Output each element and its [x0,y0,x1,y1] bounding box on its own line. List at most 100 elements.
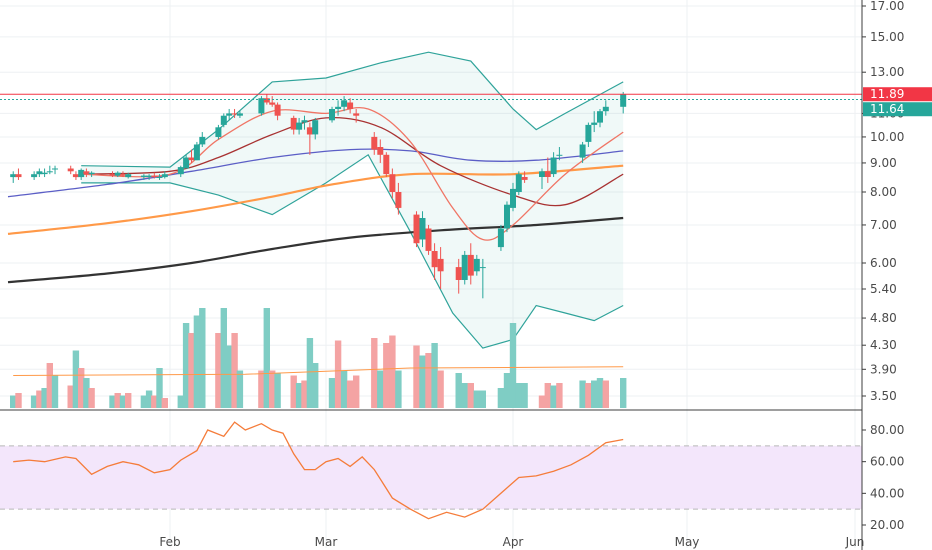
volume-bar [140,395,148,408]
candle-body [425,228,432,251]
candle-body [231,113,238,115]
candle-body [151,175,158,177]
volume-bar [334,340,342,408]
candle-body [389,174,396,192]
price-tag-box [863,102,932,117]
price-tick-label: 3.90 [870,362,897,376]
candle-body [296,122,303,130]
candle-body [431,251,438,268]
volume-bar [263,308,270,408]
candle-body [31,174,38,178]
candle-body [10,174,17,178]
candle-body [52,168,58,170]
price-tick-label: 17.00 [870,0,904,13]
candle-body [177,167,184,175]
candle-body [585,124,592,142]
candle-body [467,254,474,276]
candle-body [419,218,426,240]
candle-body [41,172,48,175]
price-tick-label: 13.00 [870,65,904,79]
volume-bar [431,343,438,408]
volume-bar [596,378,604,408]
candlesticks [10,91,627,299]
volume-bar [231,333,238,408]
volume-bar [550,385,557,408]
candle-body [413,214,420,244]
volume-bar [125,393,132,408]
volume-bar [515,383,522,408]
volume-bar [340,370,348,408]
volume-bar [395,370,402,408]
volume-bar [437,370,444,408]
bollinger-lower-line [81,153,624,349]
rsi-pane [0,409,862,520]
volume-bar [467,383,474,408]
candle-body [215,127,222,137]
candle-body [46,171,53,173]
price-tick-label: 15.00 [870,30,904,44]
candle-body [199,136,206,145]
rsi-band [0,445,862,510]
volume-bar [353,375,360,408]
volume-bars [10,308,627,408]
candle-body [597,111,603,123]
rsi-line [13,421,624,520]
rsi-tick-label: 40.00 [870,486,904,500]
volume-bar [215,333,222,408]
candle-body [140,175,147,177]
price-tag-label: 11.64 [870,102,904,116]
time-axis-label: Feb [159,535,180,549]
candle-body [109,174,116,176]
candle-body [591,122,598,125]
candle-body [335,106,342,109]
candle-body [83,171,90,175]
volume-bar [497,388,505,408]
candle-body [473,258,480,272]
candle-body [341,100,348,107]
price-tick-label: 8.00 [870,185,897,199]
time-axis-label: Apr [503,535,524,549]
volume-ma-line [13,366,624,376]
volume-bar [220,308,227,408]
volume-bar [591,380,598,408]
volume-bar [114,393,121,408]
candle-body [504,204,510,229]
volume-bar [479,390,486,408]
candle-body [521,177,528,180]
volume-bar [328,378,336,408]
candle-body [258,98,265,114]
candle-body [290,117,297,130]
time-axis-label: May [675,535,700,549]
price-tag-label: 11.89 [870,87,904,101]
volume-bar [88,388,95,408]
volume-bar [461,383,468,408]
candle-body [156,177,163,178]
rsi-tick-label: 20.00 [870,518,904,532]
bollinger-bands [81,51,624,349]
volume-bar [521,383,528,408]
volume-bar [258,370,265,408]
volume-bar [188,333,195,408]
candle-body [461,254,468,280]
candle-body [161,174,168,178]
volume-bar [145,390,153,408]
volume-bar [538,395,546,408]
price-tick-label: 6.00 [870,256,897,270]
candle-body [146,175,153,177]
candle-body [353,113,360,116]
volume-bar [46,363,53,408]
candle-body [269,102,276,105]
candle-body [88,172,95,175]
candle-body [455,267,462,280]
time-axis-label: Mar [315,535,338,549]
axes: 17.0015.0013.0011.0010.009.008.007.006.0… [159,0,932,550]
volume-bar [383,343,390,408]
volume-bar [295,383,303,408]
candle-body [510,188,516,208]
volume-bar [371,338,378,408]
volume-bar [41,388,48,408]
candle-body [479,267,486,269]
volume-bar [346,380,354,408]
price-tick-label: 10.00 [870,130,904,144]
